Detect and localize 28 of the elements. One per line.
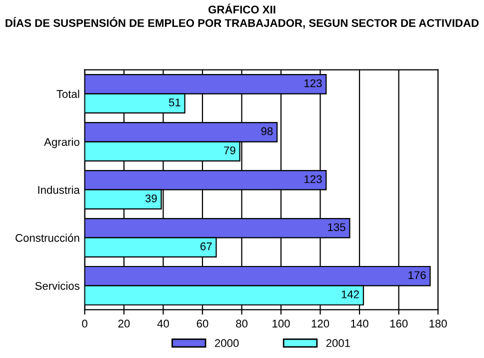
y-tick-label: Total: [56, 90, 80, 98]
x-tick-label: 160: [390, 320, 408, 328]
data-label: 135: [328, 223, 346, 232]
data-label: 98: [261, 127, 273, 136]
x-tick-label: 120: [312, 320, 330, 328]
x-tick-label: 40: [157, 320, 169, 328]
data-label: 176: [408, 271, 426, 280]
y-tick-label: Agrario: [44, 138, 80, 148]
legend-label: 2001: [326, 339, 350, 348]
x-tick-label: 0: [82, 320, 88, 328]
data-label: 67: [200, 242, 212, 250]
chart-title: GRÁFICO XII DÍAS DE SUSPENSIÓN DE EMPLEO POR TRABAJADOR, SEGUN SECTOR DE ACTIVIDAD: [6, 4, 479, 29]
data-label: 142: [342, 290, 359, 298]
y-tick-label: Industria: [38, 186, 80, 194]
y-tick-label: Servicios: [35, 282, 80, 290]
data-label: 79: [224, 146, 236, 154]
x-tick-label: 140: [351, 320, 368, 328]
y-tick-label: Construcción: [16, 234, 80, 242]
x-tick-label: 20: [118, 320, 130, 328]
x-tick-label: 80: [236, 320, 248, 328]
x-tick-label: 60: [196, 320, 208, 328]
x-tick-label: 100: [272, 320, 290, 328]
data-label: 123: [304, 175, 322, 184]
data-label: 51: [168, 98, 180, 106]
data-label: 39: [145, 194, 157, 202]
data-label: 123: [304, 79, 322, 88]
x-tick-label: 180: [430, 320, 447, 328]
legend-label: 2000: [214, 339, 239, 348]
